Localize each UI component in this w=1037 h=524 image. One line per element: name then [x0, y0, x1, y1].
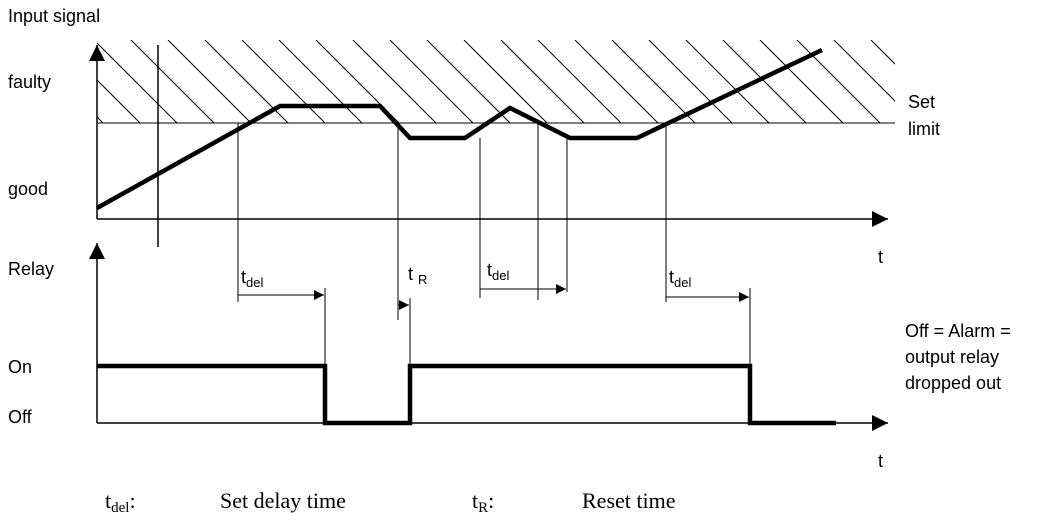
hatch-line: [130, 40, 215, 123]
note: dropped out: [905, 373, 1001, 393]
level-label: Off: [8, 407, 33, 427]
note: Off = Alarm =: [905, 321, 1011, 341]
level-label: good: [8, 179, 48, 199]
hatch-line: [389, 40, 474, 123]
hatch-line: [648, 40, 733, 123]
level-label: On: [8, 357, 32, 377]
limit-label: limit: [908, 119, 940, 139]
limit-label: Set: [908, 92, 935, 112]
hatch-line: [759, 40, 844, 123]
legend-text: Reset time: [582, 488, 675, 513]
hatch-line: [97, 42, 178, 123]
interval-label: tdel: [241, 267, 263, 290]
level-label: faulty: [8, 72, 51, 92]
time-label: t: [878, 247, 883, 267]
signal-line: [95, 47, 823, 210]
hatch-line: [352, 40, 437, 123]
hatch-line: [611, 40, 696, 123]
legend-symbol: tdel:: [105, 488, 136, 516]
interval-arrows: [238, 284, 749, 310]
hatch-line: [278, 40, 363, 123]
hatch-line: [870, 40, 895, 65]
hatch-line: [500, 40, 585, 123]
relay-line: [97, 363, 836, 426]
hatch-line: [796, 40, 881, 123]
hatch-line: [685, 40, 770, 123]
interval-label: tdel: [669, 267, 691, 290]
title: Relay: [8, 259, 54, 279]
hatch-line: [722, 40, 807, 123]
title: Input signal: [8, 6, 100, 26]
legend-text: Set delay time: [220, 488, 346, 513]
hatch-line: [426, 40, 511, 123]
hatch-line: [463, 40, 548, 123]
hatch-line: [241, 40, 326, 123]
hatch-line: [833, 40, 895, 102]
hatch-line: [167, 40, 252, 123]
hatch-line: [537, 40, 622, 123]
hatch-line: [97, 79, 141, 123]
legend-symbol: tR:: [472, 488, 494, 516]
hatching: [97, 40, 895, 123]
guides: [237, 123, 751, 366]
note: output relay: [905, 347, 999, 367]
interval-label: tdel: [487, 260, 509, 283]
hatch-line: [574, 40, 659, 123]
time-label: t: [878, 451, 883, 471]
